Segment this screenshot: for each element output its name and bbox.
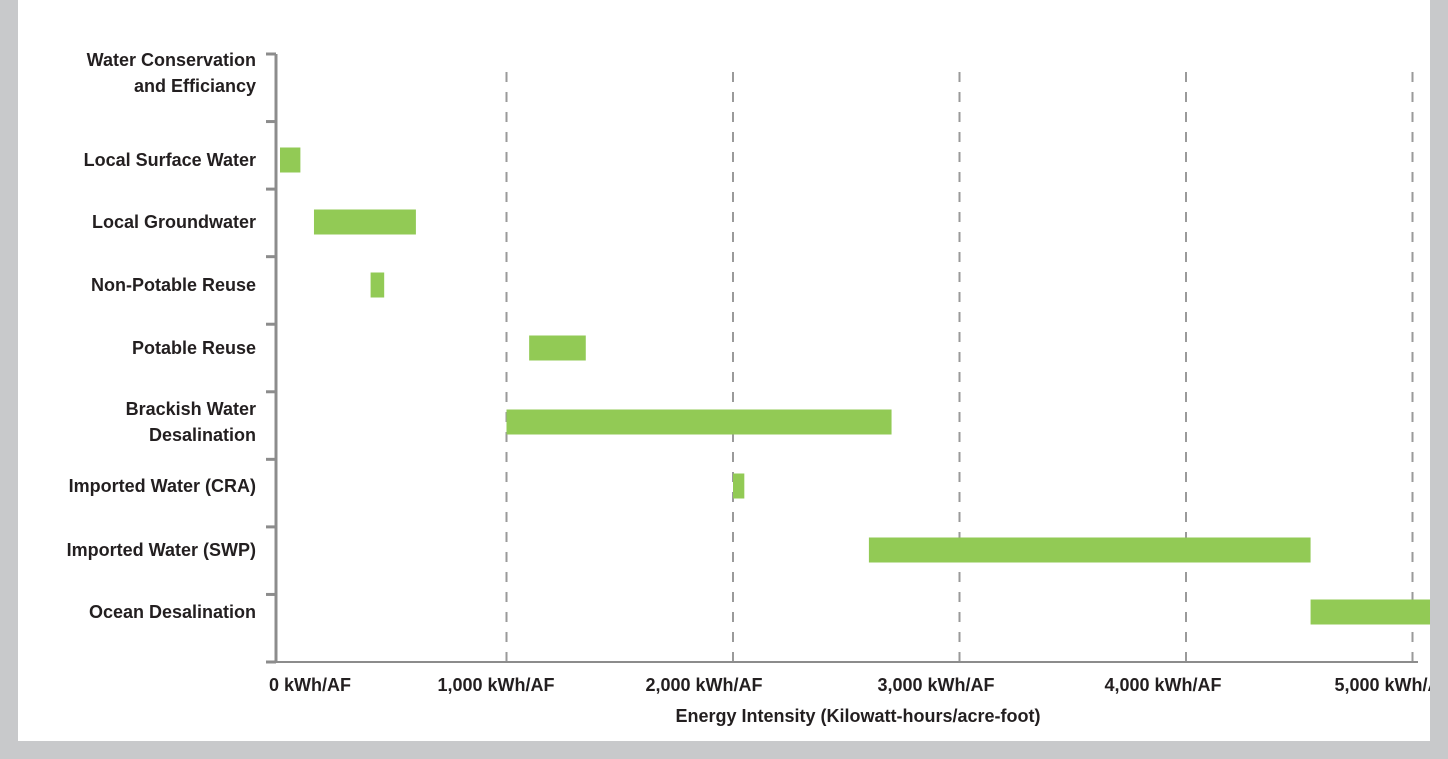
category-label: Local Surface Water <box>84 150 256 170</box>
bar <box>280 147 301 173</box>
category-label: Imported Water (CRA) <box>69 476 256 496</box>
category-label: Water Conservation <box>87 50 256 70</box>
bar <box>733 473 745 499</box>
x-tick-label: 4,000 kWh/AF <box>1104 675 1221 695</box>
x-tick-label: 5,000 kWh/AF <box>1334 675 1430 695</box>
bar <box>313 209 416 235</box>
x-axis-label: Energy Intensity (Kilowatt-hours/acre-fo… <box>675 706 1040 726</box>
x-tick-label: 1,000 kWh/AF <box>437 675 554 695</box>
category-label: Imported Water (SWP) <box>67 540 256 560</box>
bar <box>1310 599 1430 625</box>
category-label: Desalination <box>149 425 256 445</box>
x-tick-label: 3,000 kWh/AF <box>877 675 994 695</box>
chart: Water Conservation and Efficiancy Local Su… <box>67 50 1430 726</box>
x-tick-label: 2,000 kWh/AF <box>645 675 762 695</box>
category-label: Local Groundwater <box>92 212 256 232</box>
bar <box>868 537 1311 563</box>
x-tick-label: 0 kWh/AF <box>269 675 351 695</box>
category-label: and Efficiancy <box>134 76 256 96</box>
chart-frame: Water Conservation and Efficiancy Local Su… <box>18 0 1430 741</box>
category-label: Potable Reuse <box>132 338 256 358</box>
category-label: Ocean Desalination <box>89 602 256 622</box>
bar <box>506 409 892 435</box>
category-label: Brackish Water <box>126 399 256 419</box>
category-label: Non-Potable Reuse <box>91 275 256 295</box>
bar <box>370 272 385 298</box>
bar <box>529 335 586 361</box>
